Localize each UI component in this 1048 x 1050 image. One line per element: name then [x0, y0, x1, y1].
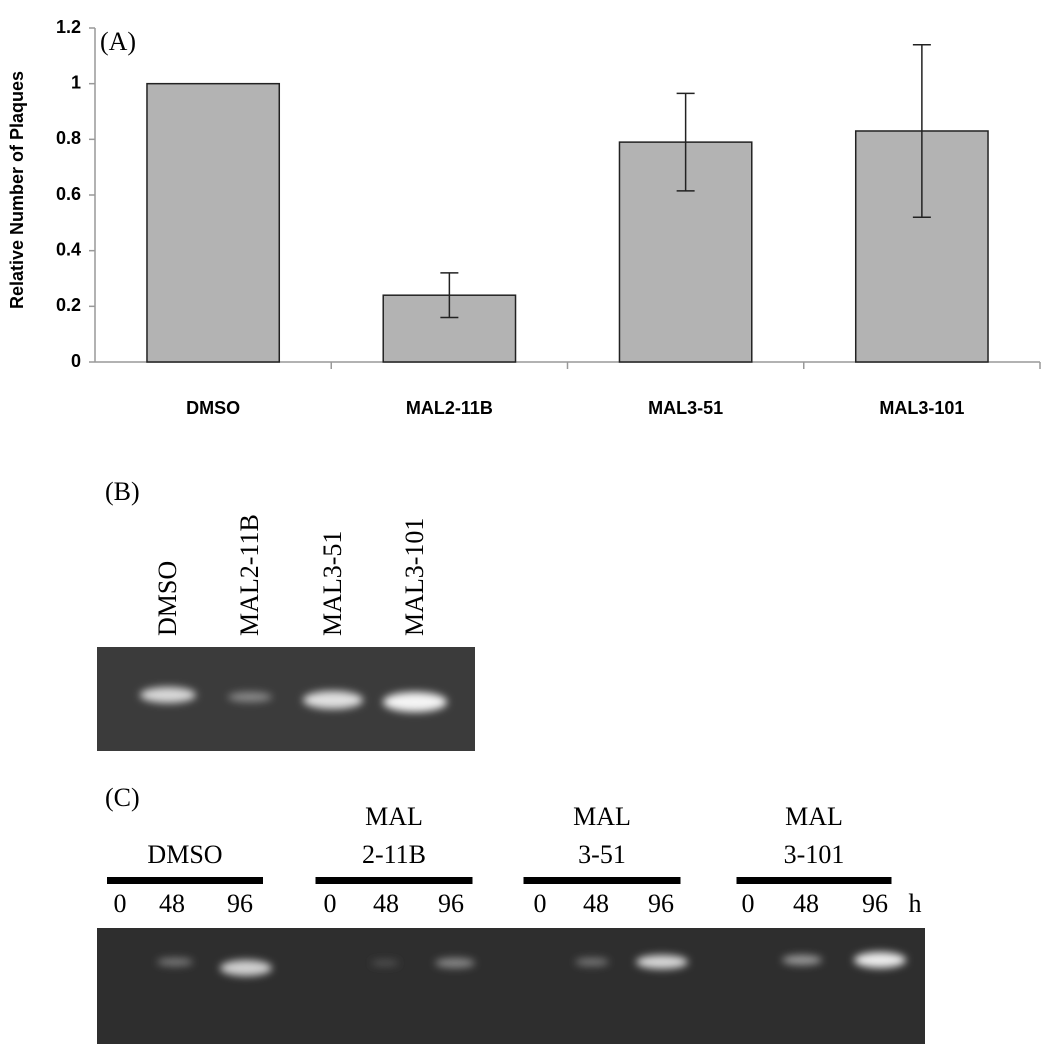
group-bar — [315, 877, 473, 884]
error-bar — [440, 272, 459, 319]
time-label: 96 — [227, 889, 253, 918]
group-bar — [523, 877, 681, 884]
error-bar — [676, 92, 695, 192]
group-bar — [736, 877, 892, 884]
y-tick-label: 0.6 — [56, 184, 81, 204]
y-axis-label: Relative Number of Plaques — [7, 71, 27, 309]
group-label: DMSO — [147, 840, 222, 869]
panel-label: (C) — [105, 783, 140, 812]
y-tick-label: 0.8 — [56, 128, 81, 148]
lane-label: MAL3-101 — [400, 518, 429, 636]
y-tick-label: 1.2 — [56, 17, 81, 37]
lane-label: MAL3-51 — [318, 531, 347, 636]
group-bar — [107, 877, 263, 884]
x-tick-label: MAL3-51 — [648, 398, 723, 418]
time-label: 0 — [324, 889, 337, 918]
gel-bands — [140, 687, 447, 712]
time-label: 48 — [373, 889, 399, 918]
time-label: 0 — [534, 889, 547, 918]
time-unit: h — [909, 889, 922, 918]
y-tick-label: 0.4 — [56, 239, 81, 259]
panel-label: (A) — [100, 27, 136, 56]
panel-label: (B) — [105, 477, 140, 506]
group-label: 2-11B — [362, 840, 426, 869]
group-label: MAL — [785, 802, 843, 831]
group-label: 3-51 — [578, 840, 626, 869]
group-label: 3-101 — [784, 840, 845, 869]
lane-label: MAL2-11B — [235, 514, 264, 636]
x-tick-label: DMSO — [186, 398, 240, 418]
error-bar — [912, 43, 931, 219]
time-label: 96 — [648, 889, 674, 918]
time-label: 0 — [114, 889, 127, 918]
group-label: MAL — [573, 802, 631, 831]
group-label: MAL — [365, 802, 423, 831]
y-tick-label: 1 — [71, 72, 81, 92]
lane-label: DMSO — [153, 561, 182, 636]
time-label: 96 — [862, 889, 888, 918]
x-tick-label: MAL3-101 — [879, 398, 964, 418]
y-tick-label: 0.2 — [56, 295, 81, 315]
gel-bands — [157, 952, 906, 976]
gel-image — [97, 928, 925, 1044]
y-tick-label: 0 — [71, 351, 81, 371]
time-label: 96 — [438, 889, 464, 918]
time-label: 48 — [159, 889, 185, 918]
time-label: 0 — [742, 889, 755, 918]
x-tick-label: MAL2-11B — [406, 398, 493, 418]
bar — [146, 82, 281, 363]
time-label: 48 — [793, 889, 819, 918]
time-label: 48 — [583, 889, 609, 918]
